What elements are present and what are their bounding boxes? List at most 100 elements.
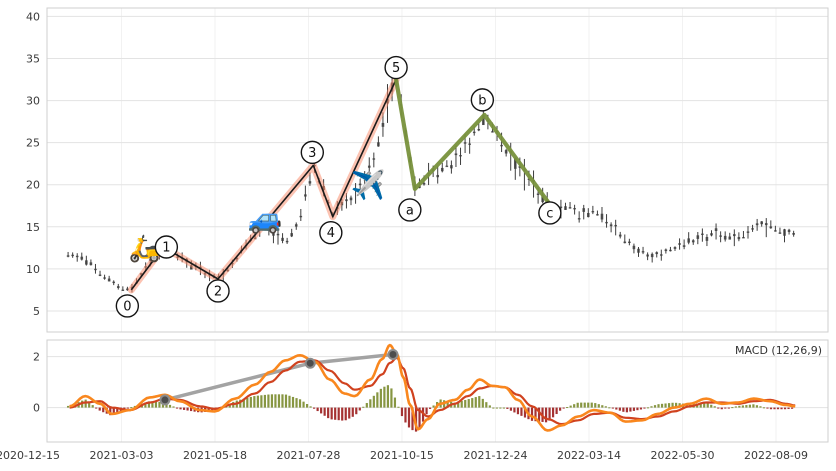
histogram-bar [562,407,565,409]
candle-body [294,224,298,227]
histogram-bar [520,407,523,416]
histogram-bar [400,407,404,417]
histogram-bar [608,407,611,409]
histogram-bar [365,403,368,408]
histogram-bar [555,407,558,415]
histogram-bar [755,405,759,408]
candle-body [98,274,102,276]
candle-body [733,234,736,237]
x-tick-label: 2020-12-15 [0,449,60,462]
wave-label-text-3: 3 [308,146,316,161]
wave-label-circle-3 [300,140,325,165]
histogram-bar [502,407,505,409]
histogram-bar [102,407,105,413]
histogram-bar [590,402,593,408]
histogram-bar [425,407,428,415]
histogram-bar [780,407,783,410]
price-y-tick-label: 5 [33,305,40,318]
candle-body [591,211,595,213]
histogram-bar [625,407,628,413]
candle-body [500,144,503,147]
histogram-bar [713,406,716,408]
candle-body [600,213,604,220]
histogram-bar [411,407,414,431]
wave-label-circle-5 [384,55,408,80]
trendline-dot-2 [387,349,399,361]
histogram-bar [604,406,607,408]
candle-body [107,278,111,282]
candle-body [454,153,458,156]
histogram-bar [492,407,495,409]
histogram-bar [674,402,678,408]
candle-body [728,236,732,240]
histogram-bar [291,396,295,408]
histogram-bar [703,402,706,408]
candle-body [367,165,371,168]
histogram-bar [281,394,284,408]
histogram-bar [618,407,621,411]
histogram-bar [667,403,671,408]
candle-body [345,199,348,202]
signal-line [69,356,796,426]
histogram-bar [376,392,379,408]
candle-body [655,252,659,255]
price-y-tick-label: 30 [26,95,40,108]
histogram-bar [474,397,477,408]
wave-label-circle-0 [115,294,140,318]
candle-body [491,131,494,133]
candle-body [783,229,786,236]
histogram-bar [632,407,636,411]
candle-body [641,251,645,253]
histogram-bar [720,407,723,410]
candle-body [541,195,544,203]
histogram-bar [179,407,182,410]
macd-y-tick-label: 2 [33,351,40,364]
candle-body [504,150,508,154]
histogram-bar [404,407,407,423]
histogram-bar [731,407,734,409]
histogram-bar [172,406,175,408]
price-y-tick-label: 20 [26,179,40,192]
histogram-bar [671,402,674,408]
histogram-bar [362,406,365,408]
wave-label-text-2: 2 [214,284,222,299]
histogram-bar [249,396,252,408]
histogram-bar [414,407,418,432]
histogram-bar [341,407,344,421]
wave-label-circle-4 [319,221,343,245]
candle-body [650,253,654,258]
histogram-bar [323,407,326,416]
trendline-dot-0 [159,394,171,406]
histogram-bar [182,407,186,410]
histogram-bar [302,401,305,408]
histogram-bar [748,404,751,408]
car-emoji: 🚙 [247,202,282,235]
wave-label-text-4: 4 [327,226,335,241]
histogram-bar [639,407,643,410]
candle-body [381,122,385,127]
wave-label-text-b: b [478,93,486,108]
histogram-bar [88,402,91,408]
histogram-bar [759,406,762,408]
histogram-bar [316,407,319,412]
histogram-bar [407,407,411,428]
histogram-bar [516,407,520,415]
histogram-bar [509,407,513,411]
candle-body [673,247,677,249]
histogram-bar [344,407,347,421]
candle-body [116,286,120,288]
histogram-bar [787,407,790,410]
histogram-bar [320,407,323,414]
histogram-bar [379,388,382,408]
candle-body [774,230,777,232]
candle-body [696,235,700,239]
histogram-bar [738,405,741,408]
histogram-bar [253,396,256,408]
histogram-bar [355,407,358,415]
candle-body [582,208,586,212]
candle-body [71,254,74,257]
histogram-bar [239,399,242,408]
histogram-bar [277,394,281,408]
histogram-bar [327,407,330,419]
